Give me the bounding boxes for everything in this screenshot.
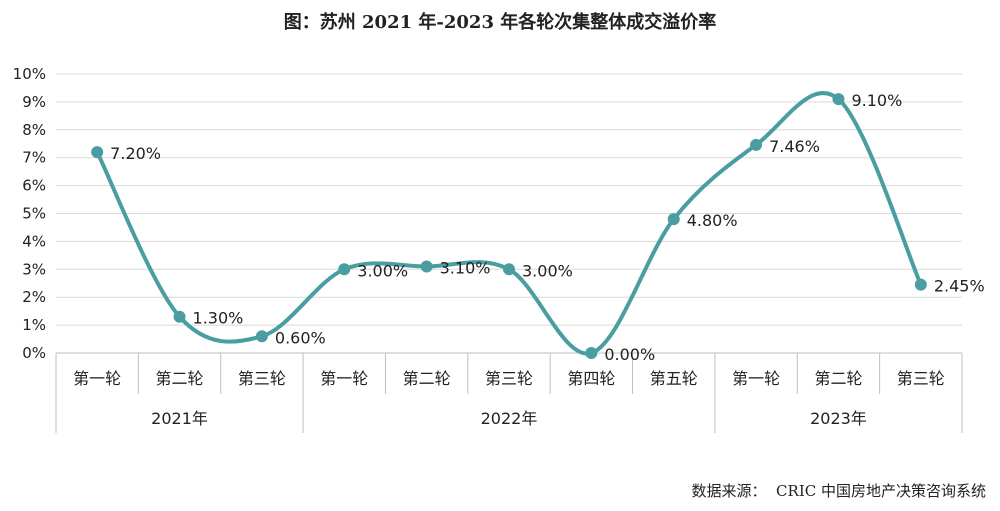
data-point	[420, 260, 433, 273]
series-path	[95, 91, 923, 356]
data-point	[832, 93, 845, 106]
data-point	[91, 146, 104, 159]
x-tick-label: 第一轮	[73, 369, 121, 388]
data-label: 2.45%	[934, 277, 985, 296]
data-label: 7.20%	[110, 144, 161, 163]
y-tick-label: 0%	[22, 344, 46, 362]
y-tick-label: 6%	[22, 177, 46, 195]
y-tick-label: 4%	[22, 232, 46, 250]
series-line	[95, 91, 923, 356]
y-tick-label: 8%	[22, 121, 46, 139]
y-tick-label: 2%	[22, 288, 46, 306]
x-group-label: 2021年	[151, 409, 208, 428]
x-tick-label: 第三轮	[897, 369, 945, 388]
x-tick-label: 第三轮	[238, 369, 286, 388]
data-point	[667, 213, 680, 226]
data-point	[585, 347, 598, 359]
data-label: 3.00%	[357, 261, 408, 280]
data-label: 7.46%	[769, 137, 820, 156]
x-group-label: 2023年	[810, 409, 867, 428]
chart-title: 图：苏州 2021 年-2023 年各轮次集整体成交溢价率	[283, 12, 717, 33]
data-label: 1.30%	[193, 309, 244, 328]
data-label: 0.00%	[604, 345, 655, 364]
data-label: 0.60%	[275, 328, 326, 347]
data-label: 3.00%	[522, 261, 573, 280]
data-points	[91, 93, 927, 359]
data-point	[750, 138, 763, 151]
x-tick-label: 第二轮	[403, 369, 451, 388]
x-group-label: 2022年	[481, 409, 538, 428]
x-tick-label: 第三轮	[485, 369, 533, 388]
x-tick-label: 第五轮	[650, 369, 698, 388]
data-point	[255, 330, 268, 343]
data-point	[338, 263, 351, 276]
axes: 0% 1% 2% 3% 4% 5% 6% 7% 8% 9% 10% 第一轮 第二轮 第三轮 第一轮 第二轮 第三…	[13, 65, 963, 433]
x-tick-label: 第二轮	[156, 369, 204, 388]
x-tick-label: 第四轮	[567, 369, 615, 388]
data-point	[914, 278, 927, 291]
data-label: 9.10%	[851, 91, 902, 110]
source-note: 数据来源： CRIC 中国房地产决策咨询系统	[691, 482, 986, 500]
data-point	[503, 263, 515, 276]
x-tick-label: 第一轮	[320, 369, 368, 388]
y-tick-label: 5%	[22, 205, 46, 223]
data-point	[173, 310, 186, 323]
x-tick-label: 第二轮	[814, 369, 862, 388]
y-tick-label: 1%	[22, 316, 46, 334]
data-labels: 7.20% 1.30% 0.60% 3.00% 3.10% 3.00% 0.00% 4.80%…	[110, 91, 984, 364]
y-tick-label: 10%	[13, 65, 46, 83]
y-tick-label: 3%	[22, 260, 46, 278]
data-label: 3.10%	[440, 259, 491, 278]
x-tick-label: 第一轮	[732, 369, 780, 388]
grid-lines	[56, 73, 962, 326]
data-label: 4.80%	[687, 211, 738, 230]
y-tick-label: 9%	[22, 93, 46, 111]
y-tick-label: 7%	[22, 149, 46, 167]
